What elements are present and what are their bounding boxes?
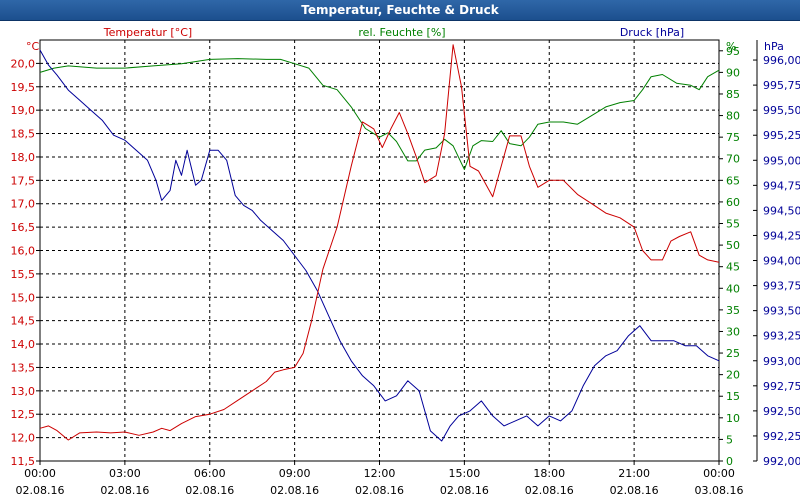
pressure-tick-label: 995,25: [763, 129, 800, 142]
humidity-tick-label: 30: [726, 325, 740, 338]
humidity-tick-label: 20: [726, 369, 740, 382]
pressure-tick-label: 993,25: [763, 330, 800, 343]
humidity-tick-label: 10: [726, 412, 740, 425]
humidity-tick-label: 85: [726, 88, 740, 101]
pressure-tick-label: 992,25: [763, 430, 800, 443]
temperature-tick-label: 14,0: [11, 338, 36, 351]
pressure-tick-label: 995,00: [763, 154, 800, 167]
humidity-tick-label: 65: [726, 174, 740, 187]
temperature-tick-label: 16,0: [11, 245, 36, 258]
pressure-tick-label: 992,00: [763, 455, 800, 468]
temperature-tick-label: 13,0: [11, 385, 36, 398]
humidity-tick-label: 5: [726, 433, 733, 446]
date-tick-label: 02.08.16: [185, 484, 234, 497]
time-tick-label: 00:00: [24, 467, 56, 480]
date-tick-label: 02.08.16: [440, 484, 489, 497]
humidity-tick-label: 60: [726, 196, 740, 209]
date-tick-label: 02.08.16: [525, 484, 574, 497]
temperature-tick-label: 16,5: [11, 221, 36, 234]
date-tick-label: 02.08.16: [610, 484, 659, 497]
temperature-axis: 11,5 12,0 12,5 13,0 13,5 14,0 14,5 15,0 15,5 16,0…: [11, 57, 40, 468]
pressure-tick-label: 994,50: [763, 204, 800, 217]
temperature-tick-label: 12,5: [11, 408, 36, 421]
humidity-tick-label: 80: [726, 110, 740, 123]
grid: [40, 40, 719, 461]
humidity-tick-label: 15: [726, 390, 740, 403]
pressure-tick-label: 994,00: [763, 255, 800, 268]
time-tick-label: 12:00: [364, 467, 396, 480]
temperature-axis-unit: °C: [26, 40, 40, 53]
temperature-tick-label: 17,0: [11, 198, 36, 211]
date-tick-label: 03.08.16: [695, 484, 744, 497]
legend-temperature: Temperatur [°C]: [103, 26, 192, 39]
pressure-tick-label: 995,75: [763, 79, 800, 92]
time-axis: 00:00 02.08.16 03:00 02.08.16 06:00 02.08.16 0…: [16, 461, 744, 497]
temperature-tick-label: 13,5: [11, 361, 36, 374]
date-tick-label: 02.08.16: [100, 484, 149, 497]
time-tick-label: 21:00: [618, 467, 650, 480]
temperature-tick-label: 14,5: [11, 315, 36, 328]
date-tick-label: 02.08.16: [270, 484, 319, 497]
humidity-series-line: [39, 58, 720, 170]
pressure-series-line: [39, 49, 720, 442]
window-title: Temperatur, Feuchte & Druck: [0, 0, 800, 21]
time-tick-label: 18:00: [533, 467, 565, 480]
pressure-tick-label: 995,50: [763, 104, 800, 117]
temperature-tick-label: 11,5: [11, 455, 36, 468]
pressure-tick-label: 993,00: [763, 355, 800, 368]
pressure-tick-label: 996,00: [763, 54, 800, 67]
humidity-tick-label: 45: [726, 261, 740, 274]
series-group: [39, 44, 720, 442]
temperature-tick-label: 19,5: [11, 81, 36, 94]
humidity-tick-label: 25: [726, 347, 740, 360]
temperature-tick-label: 19,0: [11, 104, 36, 117]
time-tick-label: 15:00: [449, 467, 481, 480]
temperature-tick-label: 18,5: [11, 128, 36, 141]
pressure-tick-label: 992,50: [763, 405, 800, 418]
humidity-tick-label: 55: [726, 218, 740, 231]
temperature-tick-label: 18,0: [11, 151, 36, 164]
humidity-tick-label: 75: [726, 131, 740, 144]
temperature-tick-label: 15,0: [11, 291, 36, 304]
time-tick-label: 06:00: [194, 467, 226, 480]
humidity-tick-label: 0: [726, 455, 733, 468]
temperature-tick-label: 12,0: [11, 432, 36, 445]
humidity-tick-label: 95: [726, 45, 740, 58]
date-tick-label: 02.08.16: [16, 484, 65, 497]
time-tick-label: 00:00: [703, 467, 735, 480]
humidity-axis: 0 5 10 15 20 25 30 35 40 45 50 55 60 65 70 75 80 85 90 95: [719, 45, 740, 468]
humidity-tick-label: 50: [726, 239, 740, 252]
temperature-tick-label: 20,0: [11, 57, 36, 70]
pressure-tick-label: 993,50: [763, 305, 800, 318]
temperature-tick-label: 17,5: [11, 174, 36, 187]
temperature-series-line: [39, 44, 720, 441]
humidity-tick-label: 35: [726, 304, 740, 317]
humidity-tick-label: 70: [726, 153, 740, 166]
legend-pressure: Druck [hPa]: [620, 26, 684, 39]
time-tick-label: 09:00: [279, 467, 311, 480]
legend-humidity: rel. Feuchte [%]: [358, 26, 445, 39]
temperature-tick-label: 15,5: [11, 268, 36, 281]
humidity-tick-label: 40: [726, 282, 740, 295]
date-tick-label: 02.08.16: [355, 484, 404, 497]
humidity-axis-unit: %: [726, 40, 736, 53]
pressure-tick-label: 994,75: [763, 179, 800, 192]
pressure-axis-unit: hPa: [764, 40, 784, 53]
humidity-tick-label: 90: [726, 66, 740, 79]
pressure-tick-label: 993,75: [763, 280, 800, 293]
time-tick-label: 03:00: [109, 467, 141, 480]
pressure-tick-label: 992,75: [763, 380, 800, 393]
pressure-axis: 992,00 992,25 992,50 992,75 993,00 993,25 993,…: [753, 40, 800, 468]
pressure-tick-label: 994,25: [763, 229, 800, 242]
